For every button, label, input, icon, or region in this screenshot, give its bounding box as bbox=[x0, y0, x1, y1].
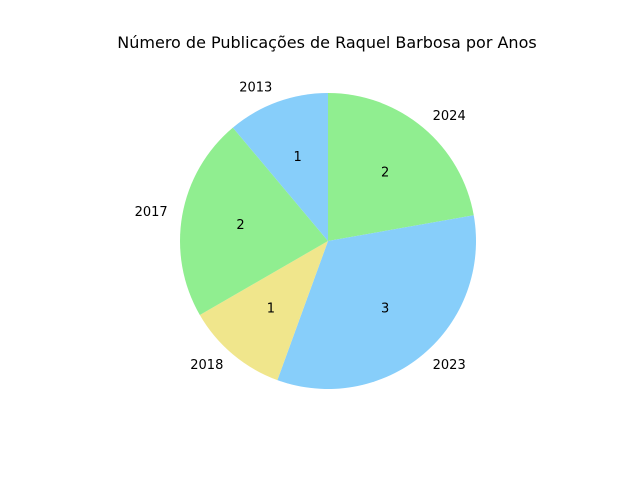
pie-slice-2018 bbox=[199, 241, 328, 381]
chart-title: Número de Publicações de Raquel Barbosa … bbox=[117, 33, 536, 52]
category-label-2023: 2023 bbox=[433, 358, 466, 373]
pie-slices bbox=[180, 93, 476, 389]
value-label-2024: 2 bbox=[381, 165, 389, 180]
category-label-2017: 2017 bbox=[135, 205, 168, 220]
category-label-2024: 2024 bbox=[433, 109, 466, 124]
pie-slice-2013 bbox=[232, 93, 328, 241]
value-label-2013: 1 bbox=[293, 150, 301, 165]
pie-slice-2024 bbox=[328, 93, 474, 241]
value-label-2018: 1 bbox=[267, 302, 275, 317]
pie-labels: 2024 2 2023 3 2018 1 2017 2 2013 1 bbox=[135, 81, 466, 374]
category-label-2013: 2013 bbox=[239, 81, 272, 96]
category-label-2018: 2018 bbox=[190, 358, 223, 373]
pie-slice-2017 bbox=[180, 127, 328, 315]
value-label-2023: 3 bbox=[381, 302, 389, 317]
value-label-2017: 2 bbox=[236, 218, 244, 233]
pie-slice-2023 bbox=[277, 215, 476, 389]
